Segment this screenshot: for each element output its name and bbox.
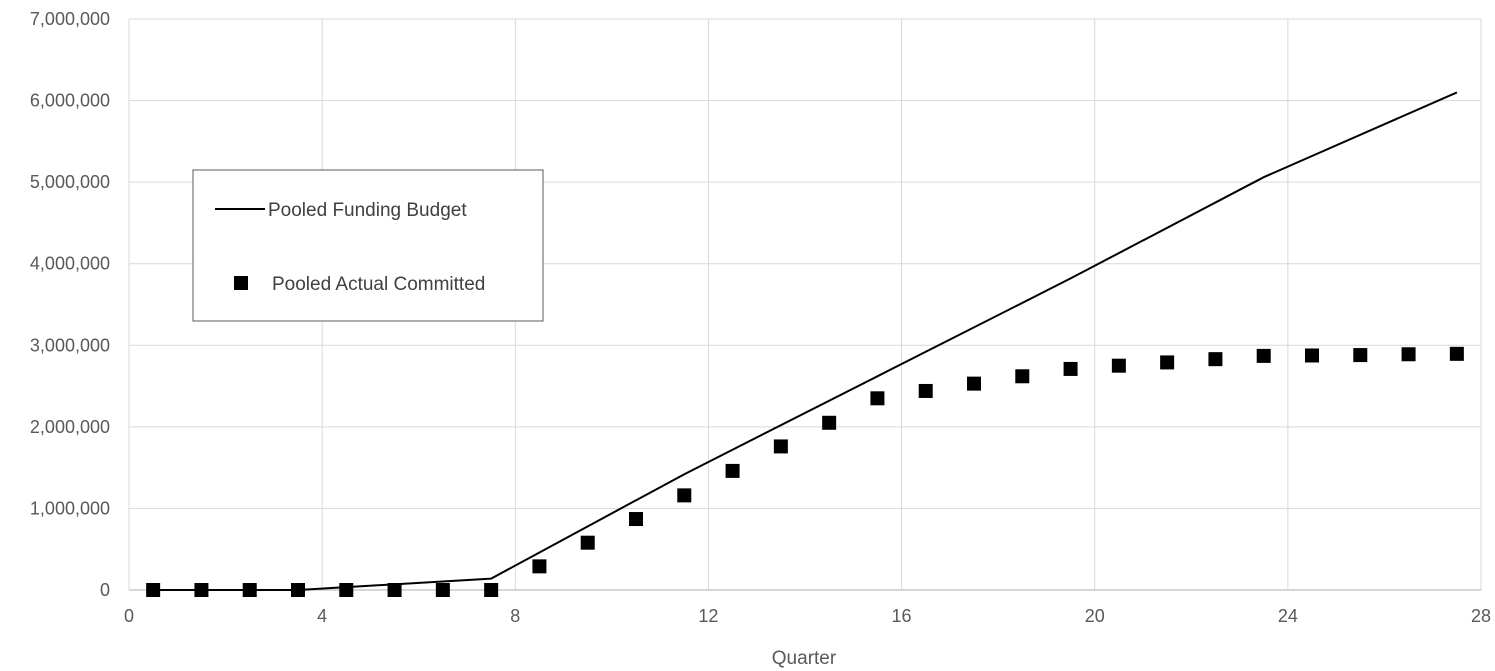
data-point-actual-committed bbox=[387, 583, 402, 597]
data-point-actual-committed bbox=[1256, 348, 1271, 363]
data-point-actual-committed bbox=[435, 583, 450, 597]
x-tick-label: 4 bbox=[317, 606, 327, 626]
data-point-actual-committed bbox=[1305, 348, 1319, 363]
y-tick-label: 1,000,000 bbox=[30, 498, 110, 518]
x-axis-tick-labels: 0 4 8 12 16 20 24 28 bbox=[124, 606, 1491, 626]
data-point-actual-committed bbox=[339, 583, 354, 597]
y-tick-label: 2,000,000 bbox=[30, 417, 110, 437]
y-tick-label: 7,000,000 bbox=[30, 9, 110, 29]
data-point-actual-committed bbox=[629, 512, 643, 527]
series-line-funding-budget bbox=[153, 91, 1458, 591]
data-point-actual-committed bbox=[918, 383, 933, 398]
legend-square-swatch bbox=[234, 276, 248, 290]
legend: Pooled Funding Budget Pooled Actual Comm… bbox=[192, 169, 544, 322]
data-point-actual-committed bbox=[773, 439, 788, 454]
y-tick-label: 4,000,000 bbox=[30, 254, 110, 274]
data-point-actual-committed bbox=[291, 583, 305, 597]
data-point-actual-committed bbox=[1063, 361, 1078, 376]
data-point-actual-committed bbox=[580, 535, 595, 550]
x-axis-title: Quarter bbox=[772, 648, 837, 669]
y-tick-label: 6,000,000 bbox=[30, 91, 110, 111]
data-point-actual-committed bbox=[1401, 347, 1416, 362]
x-tick-label: 12 bbox=[698, 606, 718, 626]
data-point-actual-committed bbox=[1160, 355, 1175, 370]
data-point-actual-committed bbox=[484, 583, 499, 597]
legend-label-actual: Pooled Actual Committed bbox=[272, 274, 485, 295]
data-point-actual-committed bbox=[1449, 346, 1464, 361]
data-point-actual-committed bbox=[822, 415, 837, 430]
data-point-actual-committed bbox=[532, 559, 547, 574]
plot-area bbox=[128, 19, 1481, 591]
data-point-actual-committed bbox=[725, 463, 740, 478]
data-point-actual-committed bbox=[870, 391, 885, 406]
y-axis-tick-labels: 0 1,000,000 2,000,000 3,000,000 4,000,000 5,0… bbox=[30, 9, 110, 600]
x-tick-label: 28 bbox=[1471, 606, 1491, 626]
data-point-actual-committed bbox=[1015, 369, 1030, 384]
data-point-actual-committed bbox=[967, 376, 981, 391]
data-point-actual-committed bbox=[1208, 352, 1223, 367]
x-tick-label: 24 bbox=[1278, 606, 1298, 626]
y-tick-label: 5,000,000 bbox=[30, 172, 110, 192]
data-point-actual-committed bbox=[677, 488, 692, 503]
series-layer bbox=[146, 91, 1464, 597]
legend-label-budget: Pooled Funding Budget bbox=[268, 200, 467, 221]
y-tick-label: 3,000,000 bbox=[30, 335, 110, 355]
data-point-actual-committed bbox=[1353, 348, 1368, 363]
legend-box bbox=[192, 169, 544, 322]
data-point-actual-committed bbox=[146, 583, 161, 597]
data-point-actual-committed bbox=[1111, 358, 1126, 373]
x-tick-label: 20 bbox=[1085, 606, 1105, 626]
data-point-actual-committed bbox=[194, 583, 209, 597]
gridlines bbox=[129, 18, 1482, 590]
data-point-actual-committed bbox=[242, 583, 257, 597]
x-tick-label: 8 bbox=[510, 606, 520, 626]
x-tick-label: 16 bbox=[892, 606, 912, 626]
y-tick-label: 0 bbox=[100, 580, 110, 600]
x-tick-label: 0 bbox=[124, 606, 134, 626]
